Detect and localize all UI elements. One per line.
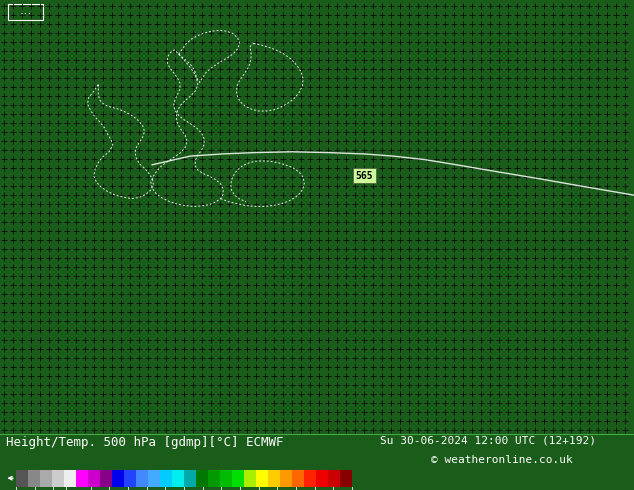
Bar (64, 470, 76, 487)
Bar (124, 470, 136, 487)
Bar (88, 470, 100, 487)
Bar (268, 470, 280, 487)
Bar (304, 470, 316, 487)
Bar (148, 470, 160, 487)
Bar (220, 470, 232, 487)
Bar (160, 470, 172, 487)
Bar (340, 470, 352, 487)
Bar (208, 470, 220, 487)
Bar (28, 470, 40, 487)
Bar (280, 470, 292, 487)
Bar (16, 470, 28, 487)
Bar (328, 470, 340, 487)
Bar (232, 470, 244, 487)
Bar (52, 470, 64, 487)
Bar (76, 470, 88, 487)
Bar (292, 470, 304, 487)
Text: © weatheronline.co.uk: © weatheronline.co.uk (431, 455, 573, 465)
Bar (40, 470, 52, 487)
Text: ...: ... (19, 9, 32, 15)
Bar (196, 470, 208, 487)
Bar (112, 470, 124, 487)
Text: Su 30-06-2024 12:00 UTC (12+192): Su 30-06-2024 12:00 UTC (12+192) (380, 436, 597, 446)
Bar (136, 470, 148, 487)
Text: Height/Temp. 500 hPa [gdmp][°C] ECMWF: Height/Temp. 500 hPa [gdmp][°C] ECMWF (6, 436, 284, 449)
Text: 565: 565 (356, 171, 373, 181)
Bar (100, 470, 112, 487)
Bar (244, 470, 256, 487)
Bar (256, 470, 268, 487)
Bar (316, 470, 328, 487)
Bar (172, 470, 184, 487)
Bar (8, 4, 43, 20)
Bar (184, 470, 196, 487)
